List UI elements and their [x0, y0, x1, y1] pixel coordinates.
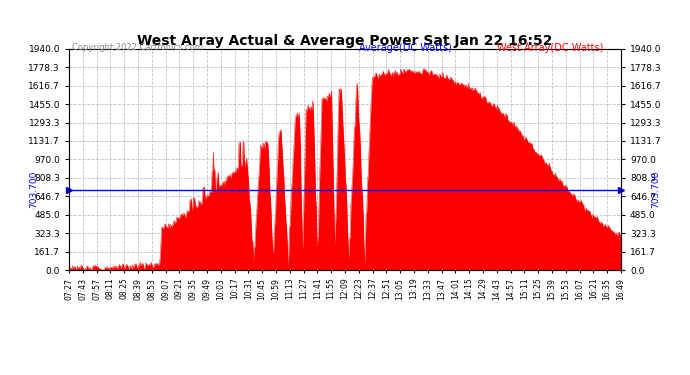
- Text: Copyright 2022 Cartronics.com: Copyright 2022 Cartronics.com: [72, 43, 204, 52]
- Text: 703.700: 703.700: [651, 171, 660, 208]
- Text: Average(DC Watts): Average(DC Watts): [359, 43, 452, 53]
- Text: 703.700: 703.700: [30, 171, 39, 208]
- Text: West Array(DC Watts): West Array(DC Watts): [497, 43, 603, 53]
- Title: West Array Actual & Average Power Sat Jan 22 16:52: West Array Actual & Average Power Sat Ja…: [137, 34, 553, 48]
